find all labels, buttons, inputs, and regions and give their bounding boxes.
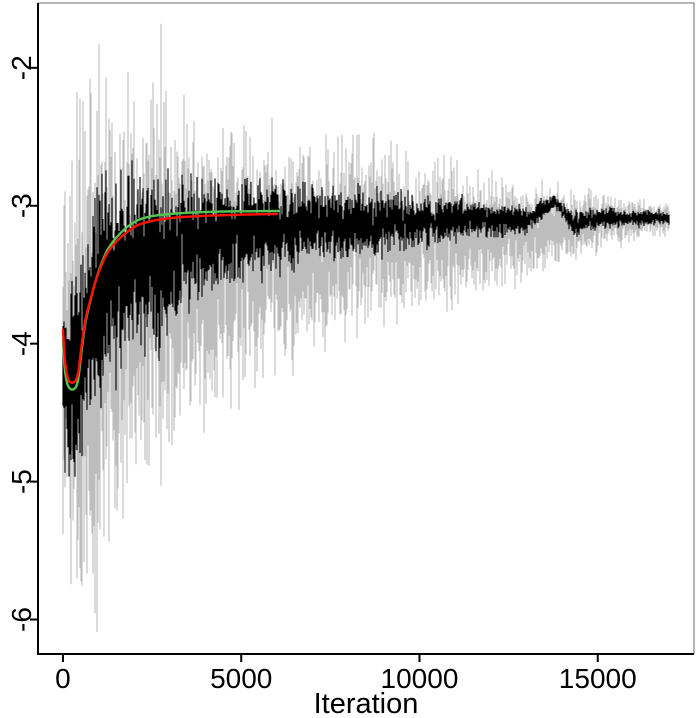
axis-lines (37, 3, 694, 655)
x-axis-tick-label: 0 (55, 663, 71, 694)
main-chain-trace (62, 160, 670, 477)
x-axis-tick-label: 5000 (210, 663, 272, 694)
x-axis-tick-label: 15000 (559, 663, 637, 694)
y-axis-tick-label: -3 (6, 193, 37, 218)
y-axis-tick-label: -2 (6, 55, 37, 80)
y-axis-tick-label: -4 (6, 331, 37, 356)
x-axis-title: Iteration (314, 688, 419, 718)
trace-layer (61, 23, 670, 632)
y-axis-tick-label: -6 (6, 607, 37, 632)
x-axis-tick-label: 10000 (381, 663, 459, 694)
individual-chains-trace (62, 72, 670, 614)
running-mean-red-curve (61, 212, 279, 384)
y-axis-tick-label: -5 (6, 469, 37, 494)
plot-box-border (38, 2, 695, 654)
axes-layer: 0 5000 10000 15000 -2 -3 -4 -5 -6 (6, 2, 695, 694)
